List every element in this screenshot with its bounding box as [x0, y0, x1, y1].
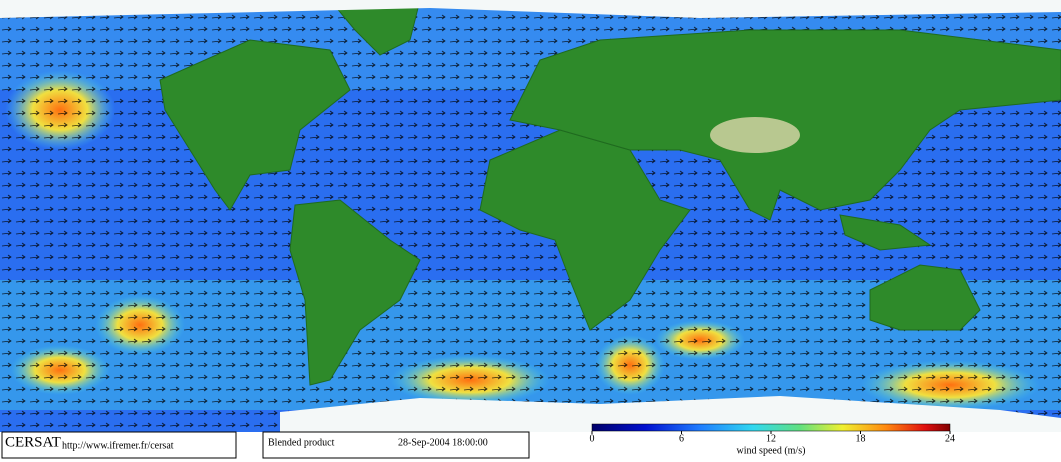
colorbar-tick-label: 6 — [679, 433, 684, 444]
colorbar-tick-label: 0 — [590, 433, 595, 444]
colorbar-ticks: 0 6 12 18 24 — [590, 431, 955, 444]
arctic — [0, 0, 1061, 18]
colorbar-tick-label: 24 — [945, 433, 955, 444]
colorbar-tick-label: 18 — [856, 433, 866, 444]
datetime: 28-Sep-2004 18:00:00 — [398, 437, 488, 448]
colorbar-tick-label: 12 — [766, 433, 776, 444]
product-box — [262, 431, 530, 459]
url: http://www.ifremer.fr/cersat — [62, 440, 174, 451]
antarctica — [280, 396, 1061, 432]
land — [159, 0, 1061, 386]
colorbar-label: wind speed (m/s) — [737, 445, 806, 456]
colorbar — [591, 423, 951, 432]
product: Blended product — [268, 437, 335, 448]
source: CERSAT — [5, 434, 61, 450]
source-box — [1, 431, 237, 459]
